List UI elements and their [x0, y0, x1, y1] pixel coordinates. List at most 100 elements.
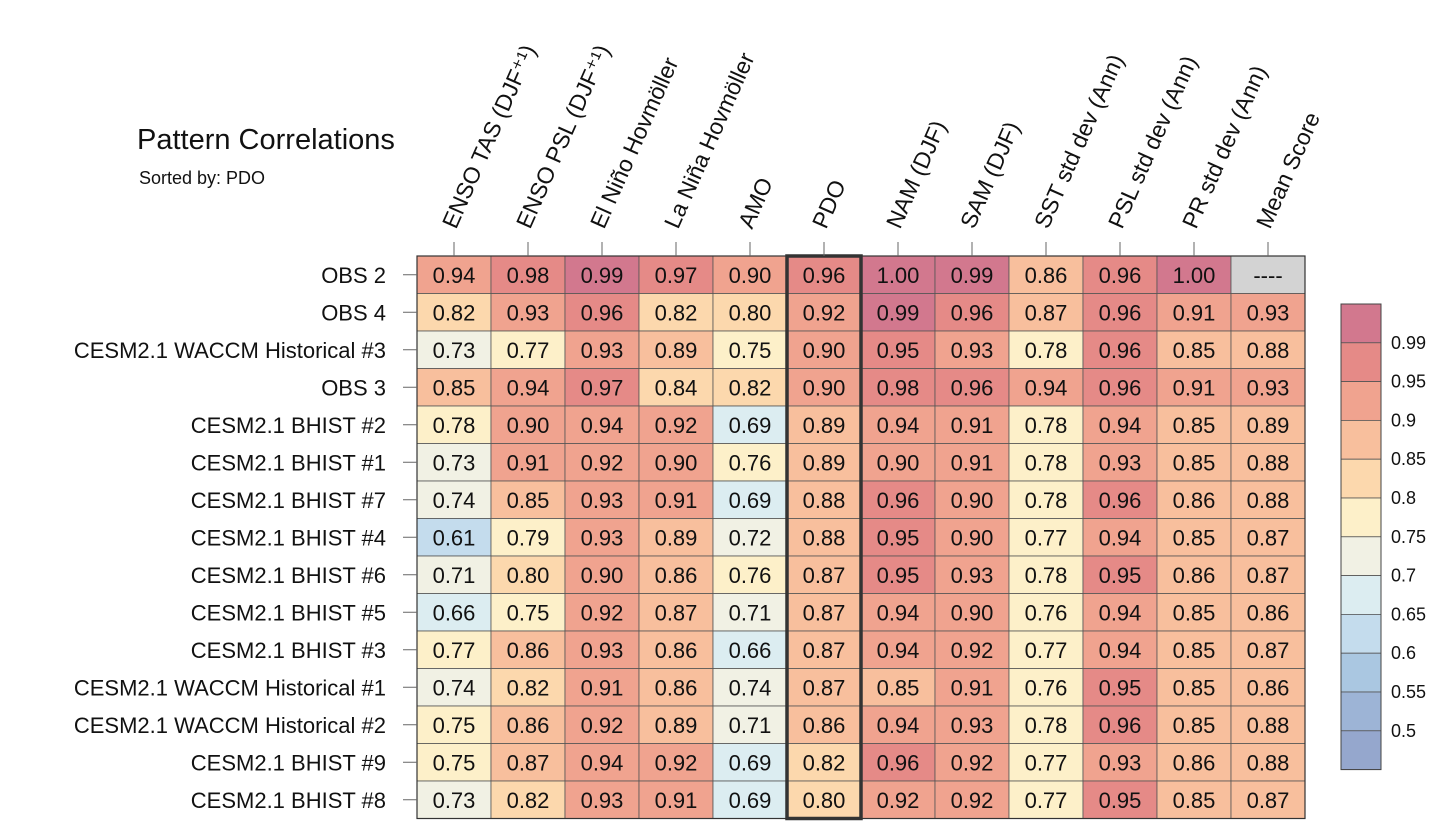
heatmap-cell [490, 555, 566, 594]
heatmap-cell [786, 780, 862, 819]
cell-value-label: 0.92 [803, 300, 846, 325]
cell-value-label: 0.90 [877, 450, 920, 475]
cell-value-label: 0.77 [1025, 750, 1068, 775]
heatmap-cell [1230, 630, 1306, 669]
heatmap-cell [1008, 630, 1084, 669]
heatmap-cell [786, 293, 862, 332]
cell-value-label: 1.00 [1173, 263, 1216, 288]
colorbar-tick-label: 0.85 [1391, 449, 1426, 469]
cell-value-label: 0.87 [1247, 563, 1290, 588]
heatmap-cell [860, 630, 936, 669]
row-label: CESM2.1 WACCM Historical #2 [74, 713, 386, 738]
cell-value-label: 0.82 [729, 375, 772, 400]
cell-value-label: 0.77 [507, 338, 550, 363]
cell-value-label: 1.00 [877, 263, 920, 288]
cell-value-label: 0.96 [1099, 338, 1142, 363]
heatmap-cell [638, 480, 714, 519]
heatmap-cell [1230, 668, 1306, 707]
heatmap-cell [490, 705, 566, 744]
cell-value-label: 0.66 [729, 638, 772, 663]
heatmap-cell [712, 668, 788, 707]
cell-value-label: 0.93 [581, 488, 624, 513]
cell-value-label: 0.77 [1025, 638, 1068, 663]
heatmap-cell [712, 555, 788, 594]
heatmap-cell [564, 330, 640, 369]
heatmap-cell [564, 293, 640, 332]
cell-value-label: 0.78 [433, 413, 476, 438]
heatmap-cell [1082, 518, 1158, 557]
cell-value-label: 0.87 [507, 750, 550, 775]
cell-value-label: 0.86 [507, 713, 550, 738]
heatmap-cell [416, 555, 492, 594]
row-label: CESM2.1 BHIST #6 [191, 563, 386, 588]
heatmap-cell [786, 593, 862, 632]
cell-value-label: 0.86 [1173, 488, 1216, 513]
heatmap-cell [1082, 555, 1158, 594]
cell-value-label: 0.85 [507, 488, 550, 513]
heatmap-cell [416, 780, 492, 819]
row-label: CESM2.1 BHIST #2 [191, 413, 386, 438]
cell-value-label: 0.69 [729, 788, 772, 813]
cell-value-label: 0.94 [1025, 375, 1068, 400]
heatmap-cell [490, 743, 566, 782]
heatmap-cell [1156, 405, 1232, 444]
cell-value-label: 0.97 [581, 375, 624, 400]
cell-value-label: 0.76 [1025, 600, 1068, 625]
cell-value-label: 0.76 [729, 450, 772, 475]
heatmap-cell [786, 405, 862, 444]
heatmap-cell [638, 518, 714, 557]
cell-value-label: 0.93 [951, 563, 994, 588]
cell-value-label: 0.73 [433, 788, 476, 813]
cell-value-label: 0.86 [1247, 675, 1290, 700]
colorbar-segment [1340, 575, 1382, 615]
heatmap-cell [1230, 705, 1306, 744]
cell-value-label: 0.85 [1173, 638, 1216, 663]
column-label: PDO [807, 176, 851, 232]
cell-value-label: 0.69 [729, 488, 772, 513]
cell-value-label: 0.90 [951, 525, 994, 550]
heatmap-cell [1156, 743, 1232, 782]
cell-value-label: 0.96 [1099, 488, 1142, 513]
heatmap-cell [1156, 330, 1232, 369]
cell-value-label: 0.94 [1099, 413, 1142, 438]
heatmap-cell [490, 518, 566, 557]
heatmap-cell [416, 668, 492, 707]
cell-value-label: 0.73 [433, 338, 476, 363]
colorbar: 0.99 0.95 0.9 0.85 0.8 0.75 0.7 0.65 0.6 0.55 0.5 [1340, 303, 1426, 771]
heatmap-cell [934, 480, 1010, 519]
cell-value-label: 0.96 [1099, 375, 1142, 400]
cell-value-label: 0.89 [1247, 413, 1290, 438]
heatmap-cell [712, 780, 788, 819]
heatmap-cell [1156, 480, 1232, 519]
cell-value-label: 0.77 [1025, 788, 1068, 813]
heatmap-cell [1082, 330, 1158, 369]
heatmap-cell [416, 630, 492, 669]
cell-value-label: 0.85 [1173, 450, 1216, 475]
cell-value-label: 0.92 [655, 750, 698, 775]
heatmap-cell [712, 443, 788, 482]
cell-value-label: 0.93 [581, 338, 624, 363]
heatmap-cell [1230, 480, 1306, 519]
cell-value-label: 0.89 [655, 338, 698, 363]
cell-value-label: 0.93 [507, 300, 550, 325]
heatmap-cell [1082, 743, 1158, 782]
row-label: OBS 4 [321, 300, 386, 325]
cell-value-label: 0.90 [581, 563, 624, 588]
cell-value-label: 0.86 [507, 638, 550, 663]
row-label: OBS 2 [321, 263, 386, 288]
heatmap-cell [1008, 593, 1084, 632]
heatmap-cell [1082, 668, 1158, 707]
cell-value-label: 0.78 [1025, 488, 1068, 513]
heatmap-cell [786, 630, 862, 669]
heatmap-cell [1156, 293, 1232, 332]
colorbar-tick-label: 0.9 [1391, 410, 1416, 430]
cell-value-label: 0.93 [581, 788, 624, 813]
cell-value-label: 0.85 [1173, 338, 1216, 363]
cell-value-label: 0.86 [1025, 263, 1068, 288]
heatmap-cell [416, 480, 492, 519]
heatmap-cell [416, 518, 492, 557]
heatmap-cell [416, 443, 492, 482]
row-label: CESM2.1 BHIST #4 [191, 525, 386, 550]
cell-value-label: 0.80 [803, 788, 846, 813]
